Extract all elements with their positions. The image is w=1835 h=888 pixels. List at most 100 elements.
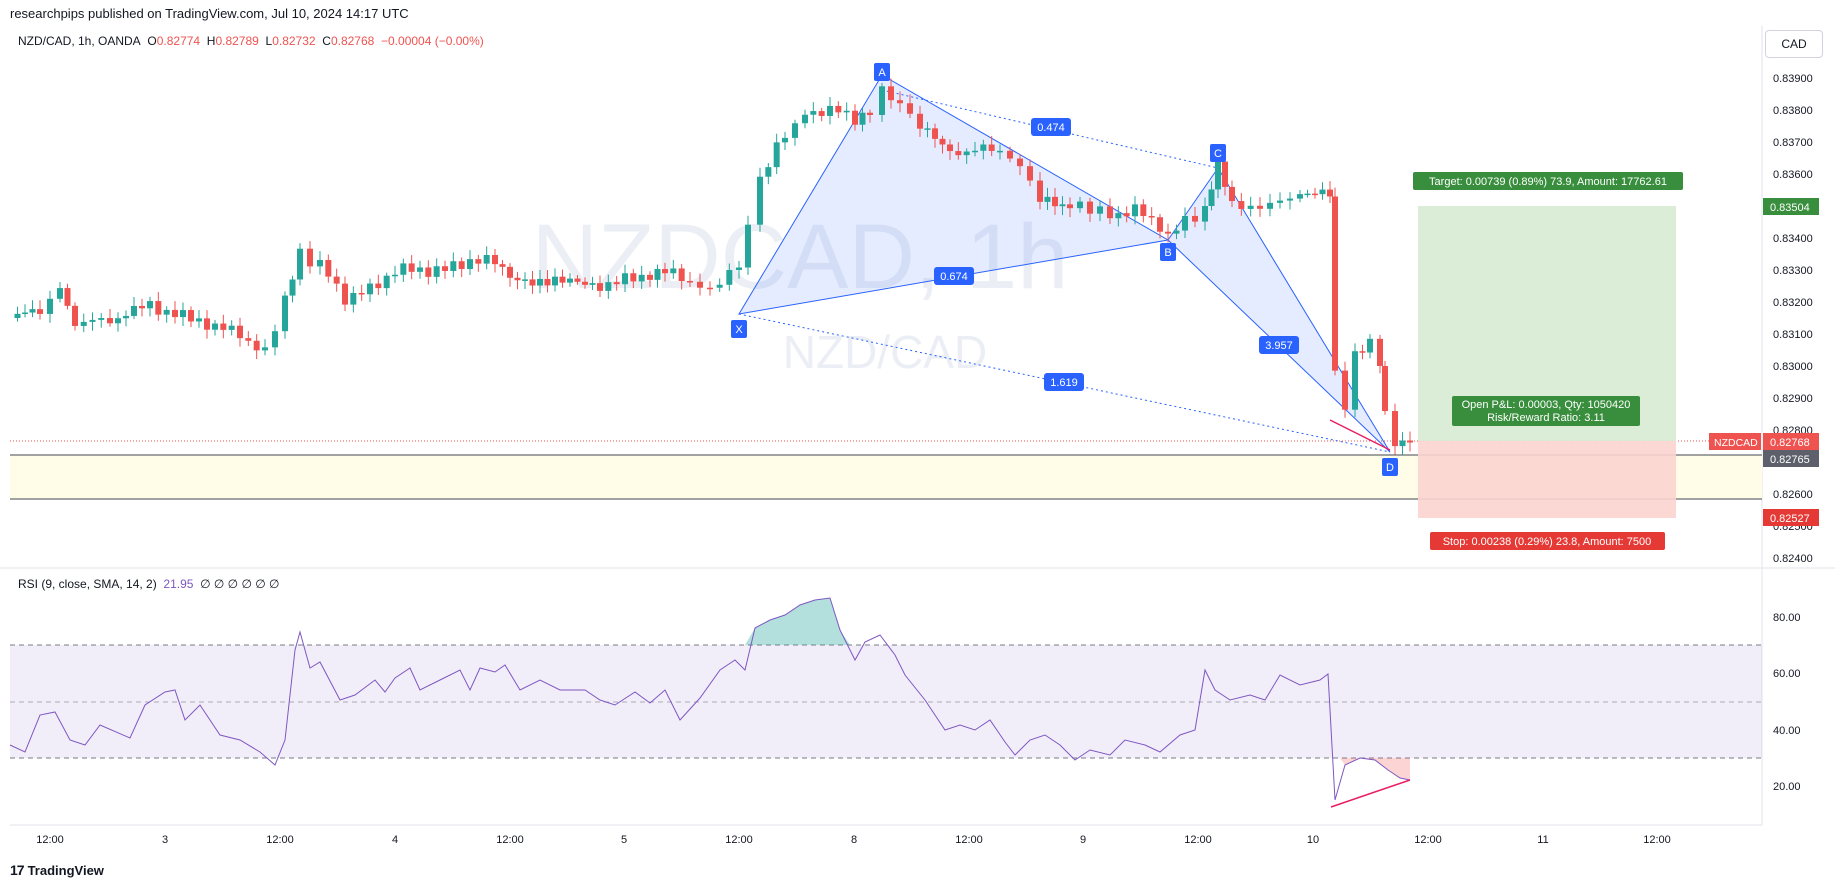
ratio-bd-marker[interactable]: 3.957 [1259,336,1299,354]
symbol-price-tag: NZDCAD 0.82768 [1709,433,1819,450]
candle-body [188,310,194,322]
point-d-marker[interactable]: D [1382,458,1398,476]
candle-body [559,276,566,283]
candle-body [400,263,407,275]
candle-body [392,274,398,277]
candle-body [1407,440,1413,443]
candle-body [1392,411,1398,447]
candle-body [499,264,506,267]
candle-body [888,86,894,101]
ratio-xb-marker[interactable]: 0.674 [934,267,974,285]
point-b-marker[interactable]: B [1160,243,1176,261]
point-x-marker[interactable]: X [731,320,747,338]
candle-body [408,263,415,272]
candle-body [350,292,357,305]
candle-body [433,266,440,277]
rr-label: Risk/Reward Ratio: 3.11 [1487,412,1605,424]
point-d-label: D [1386,462,1394,474]
candle-body [307,248,313,267]
close-value: 0.82768 [330,34,375,48]
candle-body [745,224,751,268]
target-label: Target: 0.00739 (0.89%) 73.9, Amount: 17… [1429,176,1667,188]
candle-body [613,282,620,285]
candle-body [325,259,332,277]
price-tick: 0.83100 [1773,329,1813,341]
price-tick: 0.83400 [1773,233,1813,245]
candle-body [726,270,733,285]
candle-body [57,288,63,299]
pattern-xd-line [738,313,1391,453]
candle-body [859,112,866,125]
symbol-name[interactable]: NZD/CAD, 1h, OANDA [18,34,141,48]
candle-body [917,113,923,129]
candle-body [1332,196,1338,371]
stop-price-tag: 0.82527 [1763,509,1819,526]
candle-body [123,315,129,319]
candle-body [757,176,763,225]
point-a-marker[interactable]: A [874,63,890,81]
candle-body [475,259,482,264]
candle-body [72,305,78,326]
watermark-sub: NZD/CAD [783,326,987,378]
candle-body [947,144,953,152]
candle-body [529,279,536,286]
candle-body [972,150,978,153]
candle-body [492,254,498,265]
candle-body [131,305,137,316]
stop-zone[interactable] [1418,441,1676,518]
candle-body [988,144,995,151]
candle-body [1257,205,1263,209]
candle-body [1399,440,1406,447]
candle-body [1304,193,1311,196]
candle-body [687,280,693,283]
ratio-ac-marker[interactable]: 0.474 [1031,118,1071,136]
candlestick-series[interactable] [14,78,1414,455]
candle-body [1157,217,1163,232]
candle-body [963,151,970,156]
candle-body [163,309,170,315]
candle-body [1059,204,1066,207]
ratio-xd-marker[interactable]: 1.619 [1044,373,1084,391]
pnl-label-box[interactable]: Open P&L: 0.00003, Qty: 1050420 Risk/Rew… [1452,396,1640,426]
candle-body [1192,215,1198,222]
candle-body [907,103,913,114]
candle-body [1017,158,1023,167]
time-tick: 4 [392,834,398,846]
candle-body [662,269,668,274]
candle-body [1077,201,1083,209]
price-tick: 0.83000 [1773,361,1813,373]
candle-body [1377,338,1383,366]
candle-body [597,283,603,291]
time-tick: 5 [621,834,627,846]
candle-body [212,323,218,330]
rsi-legend-value: 21.95 [163,577,194,591]
tradingview-logo[interactable]: 17 TradingView [10,862,104,878]
time-tick: 9 [1080,834,1086,846]
candle-body [736,267,742,271]
candle-body [630,273,637,282]
candle-body [196,318,202,322]
target-label-box[interactable]: Target: 0.00739 (0.89%) 73.9, Amount: 17… [1413,172,1683,190]
point-c-label: C [1214,148,1222,160]
rsi-tick: 40.00 [1773,725,1801,737]
candle-body [589,283,596,285]
candle-body [939,138,946,145]
stop-label-box[interactable]: Stop: 0.00238 (0.29%) 23.8, Amount: 7500 [1430,532,1665,550]
tradingview-brand: TradingView [27,862,104,878]
rsi-legend-extras: ∅ ∅ ∅ ∅ ∅ ∅ [200,577,280,591]
candle-body [678,268,685,281]
candle-body [1319,189,1326,195]
candle-body [537,278,543,286]
price-tick: 0.82900 [1773,393,1813,405]
currency-button[interactable]: CAD [1765,30,1823,58]
rsi-legend[interactable]: RSI (9, close, SMA, 14, 2) 21.95 ∅ ∅ ∅ ∅… [18,577,279,591]
level-price-tag: 0.82765 [1763,450,1819,467]
rsi-line[interactable] [9,597,1411,801]
candle-body [835,105,842,113]
high-label: H [206,34,216,48]
time-tick: 12:00 [725,834,753,846]
candle-body [297,248,303,280]
point-c-marker[interactable]: C [1210,144,1226,162]
candle-body [1352,351,1358,410]
